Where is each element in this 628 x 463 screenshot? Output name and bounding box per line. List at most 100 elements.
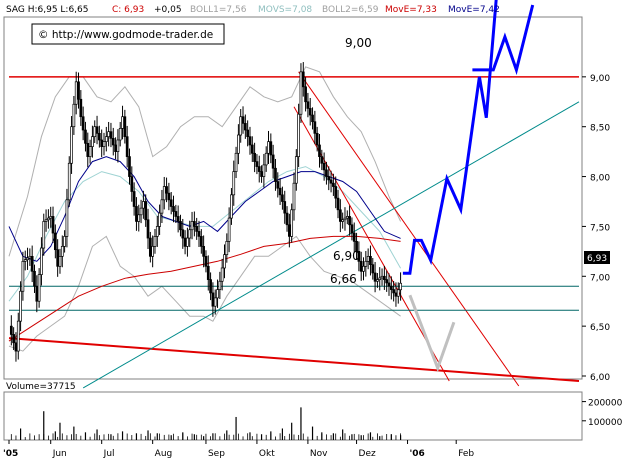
candle-body bbox=[146, 219, 150, 239]
annotation-6-90: 6,90 bbox=[333, 249, 360, 263]
x-axis-tick-label: Nov bbox=[310, 449, 328, 459]
candle-body bbox=[264, 152, 268, 166]
projection-layer bbox=[402, 0, 535, 373]
candle-body bbox=[206, 265, 210, 280]
annotation-9-00: 9,00 bbox=[345, 36, 372, 50]
candle-body bbox=[396, 289, 400, 297]
candle-body bbox=[139, 207, 143, 216]
x-axis-tick-label: Dez bbox=[359, 449, 376, 459]
candle-body bbox=[183, 237, 187, 247]
candle-body bbox=[199, 236, 203, 247]
candle-body bbox=[37, 274, 41, 302]
candle-body bbox=[255, 161, 259, 167]
candle-body bbox=[81, 116, 85, 131]
volume-title: Volume=37715 bbox=[6, 382, 76, 392]
candle-body bbox=[334, 186, 338, 199]
candle-body bbox=[181, 229, 185, 239]
candle-body bbox=[9, 325, 13, 335]
candle-body bbox=[227, 217, 231, 242]
candle-body bbox=[21, 260, 25, 292]
candle-body bbox=[216, 289, 219, 299]
candle-body bbox=[366, 255, 370, 262]
candle-body bbox=[345, 216, 349, 219]
y-axis-tick-label: 7,00 bbox=[590, 273, 610, 283]
header-symbol: SAG H:6,95 L:6,65 bbox=[6, 5, 89, 15]
trend-line-support-long bbox=[8, 337, 580, 382]
candle-body bbox=[84, 129, 87, 144]
trend-line-channel-upper bbox=[298, 71, 520, 387]
x-axis-tick-label: Okt bbox=[259, 449, 275, 459]
candle-body bbox=[376, 279, 379, 282]
candle-body bbox=[378, 277, 382, 280]
annotation-6-66: 6,66 bbox=[330, 272, 357, 286]
candle-body bbox=[230, 194, 233, 219]
candle-body bbox=[176, 216, 180, 222]
candle-body bbox=[348, 216, 351, 226]
candle-body bbox=[72, 103, 76, 128]
candle-body bbox=[371, 264, 375, 274]
header-move1: MovE=7,33 bbox=[385, 5, 437, 15]
candle-body bbox=[276, 181, 280, 189]
candle-body bbox=[278, 187, 282, 196]
candle-body bbox=[329, 179, 333, 184]
candle-body bbox=[47, 217, 50, 221]
candle-body bbox=[130, 176, 134, 192]
candle-body bbox=[19, 290, 22, 322]
candle-body bbox=[248, 136, 252, 146]
candle-body bbox=[44, 219, 48, 222]
candle-body bbox=[174, 211, 178, 217]
candle-body bbox=[387, 282, 391, 287]
candle-body bbox=[253, 152, 256, 162]
candle-body bbox=[104, 136, 108, 143]
candle-body bbox=[195, 226, 199, 232]
y-axis-tick-label: 8,50 bbox=[590, 124, 610, 134]
candle-body bbox=[114, 144, 117, 152]
candle-body bbox=[128, 156, 131, 177]
header-boll2: BOLL2=6,59 bbox=[322, 5, 379, 15]
candle-body bbox=[260, 171, 263, 177]
candle-body bbox=[204, 255, 208, 267]
candle-body bbox=[58, 255, 62, 267]
candle-body bbox=[30, 255, 34, 272]
candle-body bbox=[338, 209, 342, 222]
x-axis-tick-label: Sep bbox=[208, 449, 225, 459]
candle-body bbox=[389, 285, 393, 290]
candle-body bbox=[223, 254, 226, 269]
candle-body bbox=[269, 141, 273, 156]
candle-body bbox=[211, 292, 215, 307]
candle-body bbox=[241, 116, 245, 124]
candle-body bbox=[51, 216, 55, 234]
last-price-tag bbox=[584, 251, 610, 264]
candle-body bbox=[373, 272, 377, 282]
candle-body bbox=[42, 221, 46, 249]
volume-panel-frame bbox=[3, 391, 583, 441]
y-axis-tick-label: 6,00 bbox=[590, 373, 610, 383]
candle-body bbox=[35, 285, 39, 302]
candle-body bbox=[297, 113, 300, 157]
candle-body bbox=[362, 265, 365, 272]
header-movs: MOVS=7,08 bbox=[258, 5, 312, 15]
candle-body bbox=[350, 224, 354, 234]
candle-body bbox=[209, 279, 212, 294]
candle-body bbox=[218, 280, 222, 290]
header-boll1: BOLL1=7,56 bbox=[190, 5, 247, 15]
candle-body bbox=[220, 267, 224, 282]
candle-body bbox=[88, 146, 92, 157]
candle-body bbox=[267, 141, 270, 154]
candle-body bbox=[118, 128, 122, 141]
candle-body bbox=[380, 275, 384, 279]
candle-body bbox=[169, 199, 173, 207]
candle-body bbox=[12, 334, 15, 344]
projection-blue-path bbox=[402, 0, 498, 275]
candle-body bbox=[385, 279, 389, 284]
candle-body bbox=[262, 164, 266, 177]
candle-body bbox=[232, 171, 236, 196]
candle-body bbox=[121, 116, 124, 129]
candle-body bbox=[341, 219, 345, 222]
price-panel-frame bbox=[3, 16, 583, 380]
candle-body bbox=[40, 247, 43, 275]
candle-body bbox=[53, 232, 57, 251]
candle-body bbox=[23, 259, 27, 262]
candle-body bbox=[332, 182, 335, 187]
candle-body bbox=[160, 199, 164, 214]
